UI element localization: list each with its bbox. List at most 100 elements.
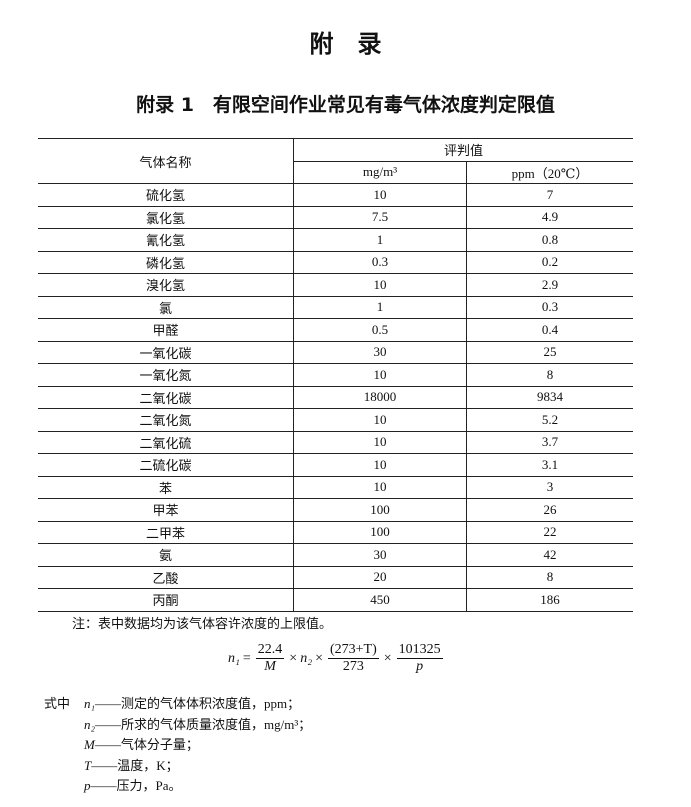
header-cell: mg/m³ [293, 160, 467, 184]
cell: 7.5 [293, 205, 467, 229]
table: 气体名称 评判值 mg/m³ ppm（20℃） 硫化氢 10 7 氯化氢 7.5 4.9 氰化氢… [38, 138, 633, 612]
title: 附 录 [309, 30, 382, 58]
symbol: n₁ [84, 696, 96, 711]
row: 苯 10 3 [38, 475, 633, 499]
cell: 30 [293, 543, 467, 567]
numerator: (273+T) [327, 642, 379, 659]
header-cell: 评判值 [293, 138, 633, 162]
cell: 8 [466, 565, 633, 589]
row: 磷化氢 0.3 0.2 [38, 250, 633, 274]
cell: 5.2 [466, 408, 633, 432]
header-cell: ppm（20℃） [466, 160, 633, 184]
cell: 9834 [466, 385, 633, 409]
row: 溴化氢 10 2.9 [38, 273, 633, 297]
row: 一氧化碳 30 25 [38, 340, 633, 364]
cell: 100 [293, 520, 467, 544]
cell: 二氧化氮 [38, 408, 294, 432]
legend-item: T——温度，K； [84, 756, 311, 777]
cell: 二氧化硫 [38, 430, 294, 454]
cell: 20 [293, 565, 467, 589]
row: 二氧化碳 18000 9834 [38, 385, 633, 409]
cell: 10 [293, 475, 467, 499]
cell: 450 [293, 588, 467, 612]
cell: 186 [466, 588, 633, 612]
operator: = [242, 650, 251, 666]
cell: 100 [293, 498, 467, 522]
row: 甲醛 0.5 0.4 [38, 318, 633, 342]
row: 丙酮 450 186 [38, 588, 633, 612]
operator: × [315, 650, 323, 666]
description: ——压力，Pa。 [90, 778, 182, 793]
row: 甲苯 100 26 [38, 498, 633, 522]
cell: 甲醛 [38, 318, 294, 342]
cell: 26 [466, 498, 633, 522]
numerator: 101325 [396, 642, 443, 659]
cell: 3 [466, 475, 633, 499]
denominator: p [416, 659, 424, 674]
cell: 0.4 [466, 318, 633, 342]
cell: 一氧化氮 [38, 363, 294, 387]
cell: 25 [466, 340, 633, 364]
cell: 1 [293, 295, 467, 319]
cell: 42 [466, 543, 633, 567]
cell: 1 [293, 228, 467, 252]
cell: 0.8 [466, 228, 633, 252]
symbol: n₂ [84, 716, 96, 732]
row: 乙酸 20 8 [38, 565, 633, 589]
symbol: n₁ [228, 650, 240, 666]
cell: 丙酮 [38, 588, 294, 612]
cell: 0.5 [293, 318, 467, 342]
denominator: M [264, 659, 276, 674]
row: 二硫化碳 10 3.1 [38, 453, 633, 477]
denominator: 273 [342, 659, 364, 674]
operator: × [289, 650, 298, 666]
cell: 10 [293, 408, 467, 432]
cell: 3.1 [466, 453, 633, 477]
description: ——气体分子量； [94, 737, 199, 752]
cell: 10 [293, 453, 467, 477]
description: ——所求的气体质量浓度值，mg/m³； [95, 716, 312, 732]
legend-item: n₁——测定的气体体积浓度值，ppm； [84, 694, 300, 715]
legend-item: n₂——所求的气体质量浓度值，mg/m³； [84, 715, 311, 736]
numerator: 22.4 [255, 642, 285, 659]
cell: 氯 [38, 295, 294, 319]
row: 氯 1 0.3 [38, 295, 633, 319]
row: 氰化氢 1 0.8 [38, 228, 633, 252]
row: 氨 30 42 [38, 543, 633, 567]
symbol: n₂ [300, 650, 313, 666]
cell: 30 [293, 340, 467, 364]
legend: 式中 n₁——测定的气体体积浓度值，ppm； n₂——所求的气体质量浓度值，mg/m… [44, 694, 311, 797]
cell: 硫化氢 [38, 183, 294, 207]
row: 二甲苯 100 22 [38, 520, 633, 544]
cell: 乙酸 [38, 565, 294, 589]
cell: 一氧化碳 [38, 340, 294, 364]
row: 硫化氢 10 7 [38, 183, 633, 207]
cell: 二氧化碳 [38, 385, 294, 409]
description: ——测定的气体体积浓度值，ppm； [95, 696, 301, 711]
cell: 10 [293, 430, 467, 454]
cell: 溴化氢 [38, 273, 294, 297]
cell: 22 [466, 520, 633, 544]
row: 二氧化硫 10 3.7 [38, 430, 633, 454]
legend-item: M——气体分子量； [84, 735, 311, 756]
formula: n₁ = 22.4 M × n₂ × (273+T) 273 × 101325 p [228, 642, 445, 675]
symbol: M [84, 737, 95, 752]
cell: 3.7 [466, 430, 633, 454]
cell: 氰化氢 [38, 228, 294, 252]
symbol: p [84, 778, 91, 793]
row: 氯化氢 7.5 4.9 [38, 205, 633, 229]
description: ——温度，K； [91, 757, 179, 773]
cell: 氨 [38, 543, 294, 567]
cell: 2.9 [466, 273, 633, 297]
operator: × [383, 650, 392, 666]
cell: 10 [293, 183, 467, 207]
row: 二氧化氮 10 5.2 [38, 408, 633, 432]
cell: 苯 [38, 475, 294, 499]
lead: 式中 [44, 696, 71, 711]
cell: 18000 [293, 385, 467, 409]
cell: 氯化氢 [38, 205, 294, 229]
cell: 二硫化碳 [38, 453, 294, 477]
row: 一氧化氮 10 8 [38, 363, 633, 387]
cell: 磷化氢 [38, 250, 294, 274]
